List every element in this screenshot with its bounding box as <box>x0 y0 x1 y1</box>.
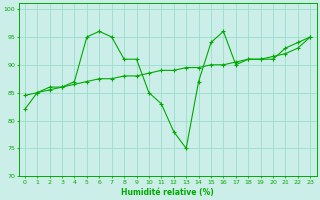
X-axis label: Humidité relative (%): Humidité relative (%) <box>121 188 214 197</box>
